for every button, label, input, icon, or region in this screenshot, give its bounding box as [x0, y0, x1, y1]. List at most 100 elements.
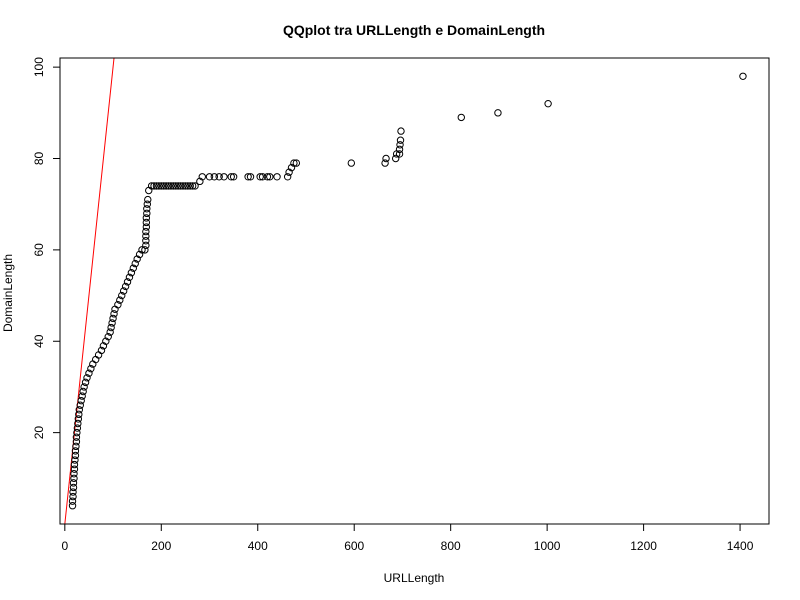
data-point: [157, 182, 165, 190]
data-point: [395, 145, 404, 154]
data-point: [70, 460, 79, 469]
data-point: [220, 173, 228, 181]
data-point: [198, 173, 206, 181]
data-point: [164, 182, 173, 190]
data-point: [104, 332, 112, 341]
data-point: [142, 227, 150, 236]
data-point: [258, 173, 267, 181]
data-point: [102, 337, 110, 345]
data-point: [78, 392, 86, 400]
data-point: [397, 127, 405, 135]
data-point: [181, 182, 190, 190]
data-point: [263, 173, 272, 181]
x-axis-label: URLLength: [384, 571, 445, 585]
data-point: [71, 456, 79, 464]
data-point: [74, 415, 83, 423]
data-point: [196, 177, 204, 186]
data-point: [215, 173, 223, 181]
data-point: [142, 214, 151, 222]
data-point: [79, 387, 87, 396]
data-point: [114, 301, 122, 309]
data-point: [109, 314, 117, 323]
data-point: [739, 72, 747, 80]
data-point: [74, 419, 82, 428]
data-point: [186, 182, 194, 190]
data-point: [85, 369, 93, 377]
data-point: [167, 182, 175, 190]
data-point: [145, 186, 153, 195]
data-point: [256, 173, 264, 181]
data-points-layer: [68, 72, 747, 510]
data-point: [118, 291, 126, 300]
data-point: [70, 470, 78, 478]
data-point: [287, 163, 296, 172]
data-point: [142, 223, 151, 231]
x-tick-label: 400: [248, 539, 268, 553]
data-point: [150, 182, 158, 190]
y-axis: 20 40 60 80 100: [32, 57, 61, 440]
data-point: [144, 195, 152, 204]
data-point: [142, 237, 150, 245]
x-tick-label: 800: [441, 539, 461, 553]
data-point: [395, 150, 404, 158]
data-point: [83, 374, 91, 382]
data-point: [138, 246, 146, 254]
data-point: [76, 401, 84, 409]
data-point: [125, 273, 134, 281]
data-point: [266, 173, 274, 181]
data-point: [227, 173, 235, 181]
plot-frame: [59, 57, 770, 525]
data-point: [135, 250, 144, 259]
data-point: [131, 259, 139, 268]
data-point: [246, 173, 255, 181]
data-point: [110, 310, 118, 318]
data-point: [244, 173, 252, 181]
data-point: [106, 328, 114, 336]
data-point: [391, 154, 400, 163]
reference-line: [64, 58, 115, 524]
data-point: [396, 141, 404, 149]
data-point: [229, 173, 238, 181]
data-point: [69, 488, 77, 496]
data-point: [68, 502, 77, 510]
data-point: [108, 319, 116, 327]
data-point: [494, 109, 502, 117]
reference-line-layer: [64, 58, 115, 524]
data-point: [273, 173, 281, 181]
data-point: [143, 205, 151, 213]
data-point: [283, 173, 292, 181]
data-point: [155, 182, 163, 190]
data-point: [133, 255, 141, 263]
data-point: [99, 342, 108, 350]
data-point: [143, 209, 151, 218]
y-tick-label: 40: [32, 334, 46, 348]
data-point: [172, 182, 180, 190]
data-point: [70, 474, 78, 483]
data-point: [72, 433, 81, 441]
data-point: [116, 296, 124, 304]
data-point: [80, 383, 88, 391]
data-point: [123, 278, 132, 286]
data-point: [107, 323, 115, 332]
data-point: [77, 396, 85, 405]
data-point: [75, 410, 83, 419]
data-point: [69, 492, 77, 501]
data-point: [91, 355, 100, 364]
y-tick-label: 80: [32, 152, 46, 166]
x-tick-label: 0: [61, 539, 68, 553]
data-point: [121, 282, 130, 291]
y-tick-label: 60: [32, 243, 46, 257]
data-point: [142, 241, 150, 250]
data-point: [382, 154, 390, 163]
y-tick-label: 20: [32, 426, 46, 440]
data-point: [191, 182, 199, 190]
data-point: [290, 159, 298, 167]
data-point: [73, 428, 81, 437]
data-point: [111, 305, 119, 313]
data-point: [147, 182, 156, 190]
data-point: [87, 364, 95, 373]
data-point: [544, 99, 552, 108]
data-point: [142, 218, 151, 227]
data-point: [174, 182, 182, 190]
